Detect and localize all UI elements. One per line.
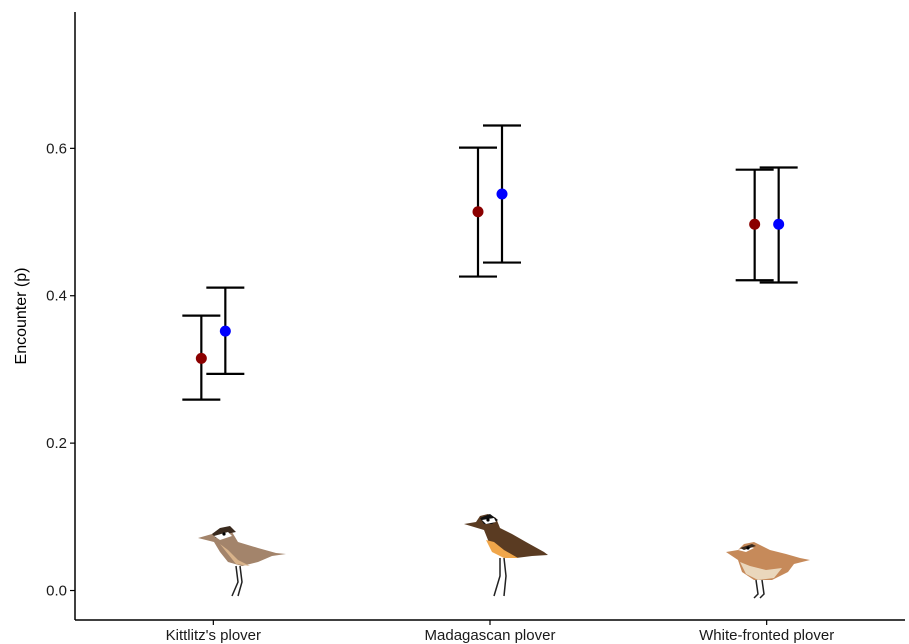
kittlitz-plover-icon (198, 526, 286, 597)
data-point (773, 218, 785, 230)
data-point (219, 325, 231, 337)
x-tick-label: White-fronted plover (699, 627, 834, 644)
data-point (749, 218, 761, 230)
x-tick-label: Kittlitz's plover (166, 627, 261, 644)
y-tick-label: 0.2 (46, 435, 67, 452)
y-ticks: 0.0 0.2 0.4 0.6 (46, 140, 75, 600)
white-fronted-plover-icon (726, 542, 810, 599)
y-tick-label: 0.4 (46, 288, 67, 305)
error-bars (182, 124, 798, 401)
points (195, 188, 785, 364)
data-point (472, 206, 484, 218)
madagascan-plover-icon (464, 514, 548, 597)
y-tick-label: 0.6 (46, 140, 67, 157)
data-point (496, 188, 508, 200)
y-tick-label: 0.0 (46, 583, 67, 600)
data-point (195, 352, 207, 364)
y-axis-title: Encounter (p) (13, 268, 30, 365)
x-ticks: Kittlitz's plover Madagascan plover White-… (166, 620, 834, 644)
x-tick-label: Madagascan plover (425, 627, 556, 644)
